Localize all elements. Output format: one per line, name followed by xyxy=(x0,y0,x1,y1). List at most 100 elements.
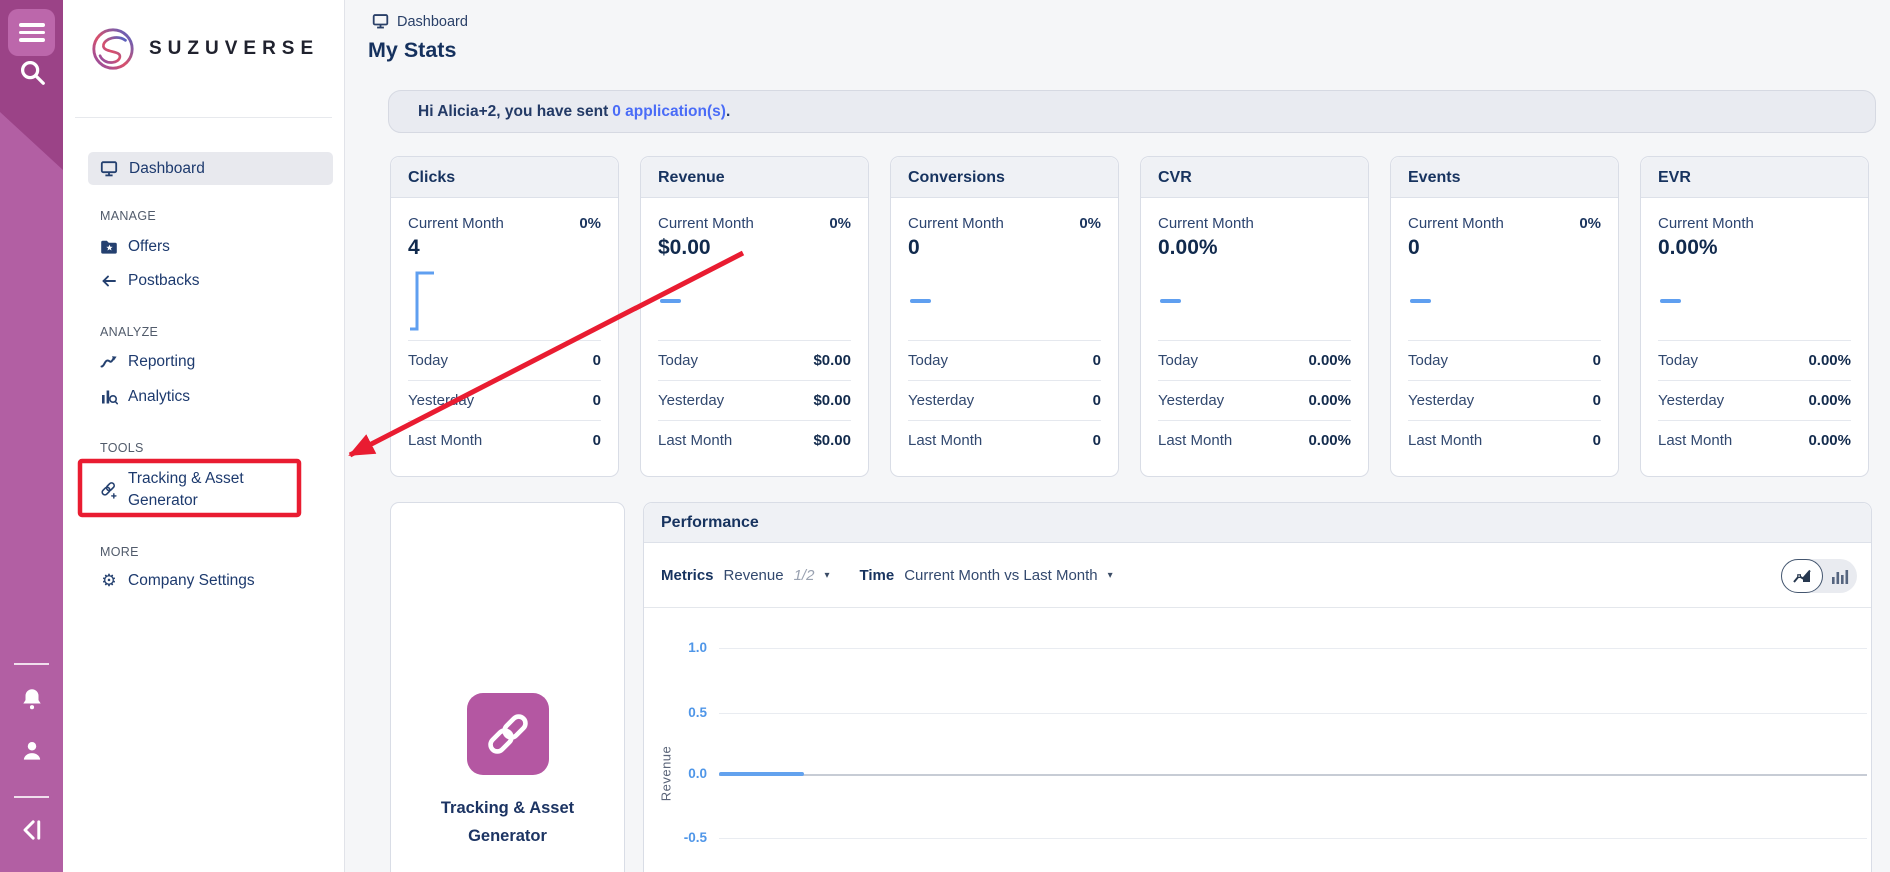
link-icon xyxy=(467,693,549,775)
gear-icon: ⚙ xyxy=(101,571,117,590)
page-title: My Stats xyxy=(368,38,457,62)
stat-card-conversions: Conversions Current Month 0% 0 Today 0 Ye… xyxy=(890,156,1119,477)
stat-row: Yesterday 0 xyxy=(908,380,1101,420)
metrics-value: Revenue xyxy=(723,566,784,584)
tracking-asset-generator-card[interactable]: Tracking & Asset Generator xyxy=(390,502,625,872)
stat-card-title: Conversions xyxy=(891,157,1118,198)
stat-row: Last Month 0.00% xyxy=(1658,420,1851,460)
bell-icon[interactable] xyxy=(17,684,47,714)
stat-row: Today 0 xyxy=(908,340,1101,380)
change-percent: 0% xyxy=(579,214,601,232)
stat-card-title: Clicks xyxy=(391,157,618,198)
chevron-down-icon: ▾ xyxy=(1107,569,1113,581)
sidebar-section-analyze: ANALYZE xyxy=(100,325,159,339)
suzuverse-sphere-logo xyxy=(92,28,134,70)
stat-row: Today 0.00% xyxy=(1158,340,1351,380)
main-content: Dashboard My Stats Hi Alicia+2, you have… xyxy=(345,0,1890,872)
sidebar-item-label: Postbacks xyxy=(128,272,200,289)
sidebar-item-postbacks[interactable]: Postbacks xyxy=(100,272,200,290)
period-label: Current Month xyxy=(1158,214,1254,232)
performance-panel: Performance Metrics Revenue 1/2 ▾ Time C… xyxy=(643,502,1872,872)
stat-value: 0 xyxy=(1408,236,1420,259)
sparkline xyxy=(1158,264,1351,340)
stat-value: 0.00% xyxy=(1158,236,1218,259)
time-dropdown[interactable]: Time Current Month vs Last Month ▾ xyxy=(859,567,1112,584)
stat-row: Yesterday 0.00% xyxy=(1158,380,1351,420)
metrics-label: Metrics xyxy=(661,566,714,584)
menu-icon[interactable] xyxy=(8,9,55,56)
sparkline xyxy=(408,264,601,340)
bar-chart-icon[interactable] xyxy=(1823,569,1857,584)
y-tick: -0.5 xyxy=(683,830,707,845)
brand-logo[interactable]: SUZUVERSE xyxy=(90,26,319,72)
trend-chart-icon xyxy=(100,353,118,371)
stat-row: Last Month $0.00 xyxy=(658,420,851,460)
monitor-icon xyxy=(100,160,118,176)
chart-type-toggle xyxy=(1781,559,1857,593)
sidebar-section-more: MORE xyxy=(100,545,139,559)
stat-value: $0.00 xyxy=(658,236,711,259)
tools-card-label-line1: Tracking & Asset xyxy=(440,799,575,817)
stat-row: Yesterday 0.00% xyxy=(1658,380,1851,420)
stat-value: 0 xyxy=(908,236,920,259)
tools-card-label-line2: Generator xyxy=(468,826,547,845)
notice-text: Hi Alicia+2, you have sent xyxy=(418,102,609,120)
rail-divider xyxy=(14,796,49,798)
metrics-dropdown[interactable]: Metrics Revenue 1/2 ▾ xyxy=(661,567,829,584)
user-icon[interactable] xyxy=(17,736,47,766)
arrow-left-icon xyxy=(100,272,118,290)
sidebar: SUZUVERSE Dashboard MANAGE Offers xyxy=(63,0,345,872)
period-label: Current Month xyxy=(658,214,754,232)
sidebar-item-reporting[interactable]: Reporting xyxy=(100,353,195,371)
folder-star-icon xyxy=(100,238,118,256)
gridline: -0.5 xyxy=(684,830,1867,845)
time-label: Time xyxy=(859,566,895,584)
sidebar-item-label: Analytics xyxy=(128,388,191,405)
bars-magnifier-icon xyxy=(100,388,118,406)
sidebar-item-company-settings[interactable]: ⚙ Company Settings xyxy=(100,571,254,590)
change-percent: 0% xyxy=(1579,214,1601,232)
search-icon[interactable] xyxy=(16,56,48,88)
stat-card-title: CVR xyxy=(1141,157,1368,198)
stat-row: Yesterday 0 xyxy=(408,380,601,420)
applications-link[interactable]: 0 application(s) xyxy=(612,102,726,120)
rail-divider xyxy=(14,663,49,665)
stat-row: Yesterday $0.00 xyxy=(658,380,851,420)
time-value: Current Month vs Last Month xyxy=(904,566,1098,584)
sidebar-item-offers[interactable]: Offers xyxy=(100,238,170,256)
stat-row: Last Month 0.00% xyxy=(1158,420,1351,460)
change-percent: 0% xyxy=(829,214,851,232)
sidebar-item-label-line2: Generator xyxy=(128,492,198,509)
stat-card-cvr: CVR Current Month 0.00% Today 0.00% Yeste… xyxy=(1140,156,1369,477)
stat-card-events: Events Current Month 0% 0 Today 0 Yesterd… xyxy=(1390,156,1619,477)
stat-card-title: EVR xyxy=(1641,157,1868,198)
sparkline xyxy=(908,264,1101,340)
performance-chart: Revenue 1.0 0.5 0.0 -0.5 xyxy=(644,608,1871,872)
sidebar-item-dashboard[interactable]: Dashboard xyxy=(88,152,333,185)
period-label: Current Month xyxy=(1408,214,1504,232)
notice-bar: Hi Alicia+2, you have sent 0 application… xyxy=(388,90,1876,133)
sidebar-divider xyxy=(75,117,332,118)
period-label: Current Month xyxy=(908,214,1004,232)
sidebar-item-label: Reporting xyxy=(128,353,196,370)
link-plus-icon xyxy=(100,481,118,500)
sidebar-item-label-line1: Tracking & Asset xyxy=(128,470,244,487)
sidebar-item-analytics[interactable]: Analytics xyxy=(100,388,190,406)
breadcrumb[interactable]: Dashboard xyxy=(372,13,468,30)
collapse-left-icon[interactable] xyxy=(16,814,48,846)
stat-row: Today 0.00% xyxy=(1658,340,1851,380)
metrics-page: 1/2 xyxy=(793,566,815,584)
stat-row: Today 0 xyxy=(408,340,601,380)
stat-row: Last Month 0 xyxy=(908,420,1101,460)
stat-row: Today 0 xyxy=(1408,340,1601,380)
line-chart-icon[interactable] xyxy=(1781,559,1823,593)
stat-row: Last Month 0 xyxy=(1408,420,1601,460)
sidebar-item-tracking-asset-generator[interactable]: Tracking & Asset Generator xyxy=(100,468,244,512)
y-tick: 0.0 xyxy=(688,766,707,781)
stat-value: 4 xyxy=(408,236,420,259)
app-rail xyxy=(0,0,63,872)
brand-wordmark: SUZUVERSE xyxy=(149,38,320,59)
gridline-zero: 0.0 xyxy=(688,766,1867,781)
y-tick: 0.5 xyxy=(688,705,707,720)
